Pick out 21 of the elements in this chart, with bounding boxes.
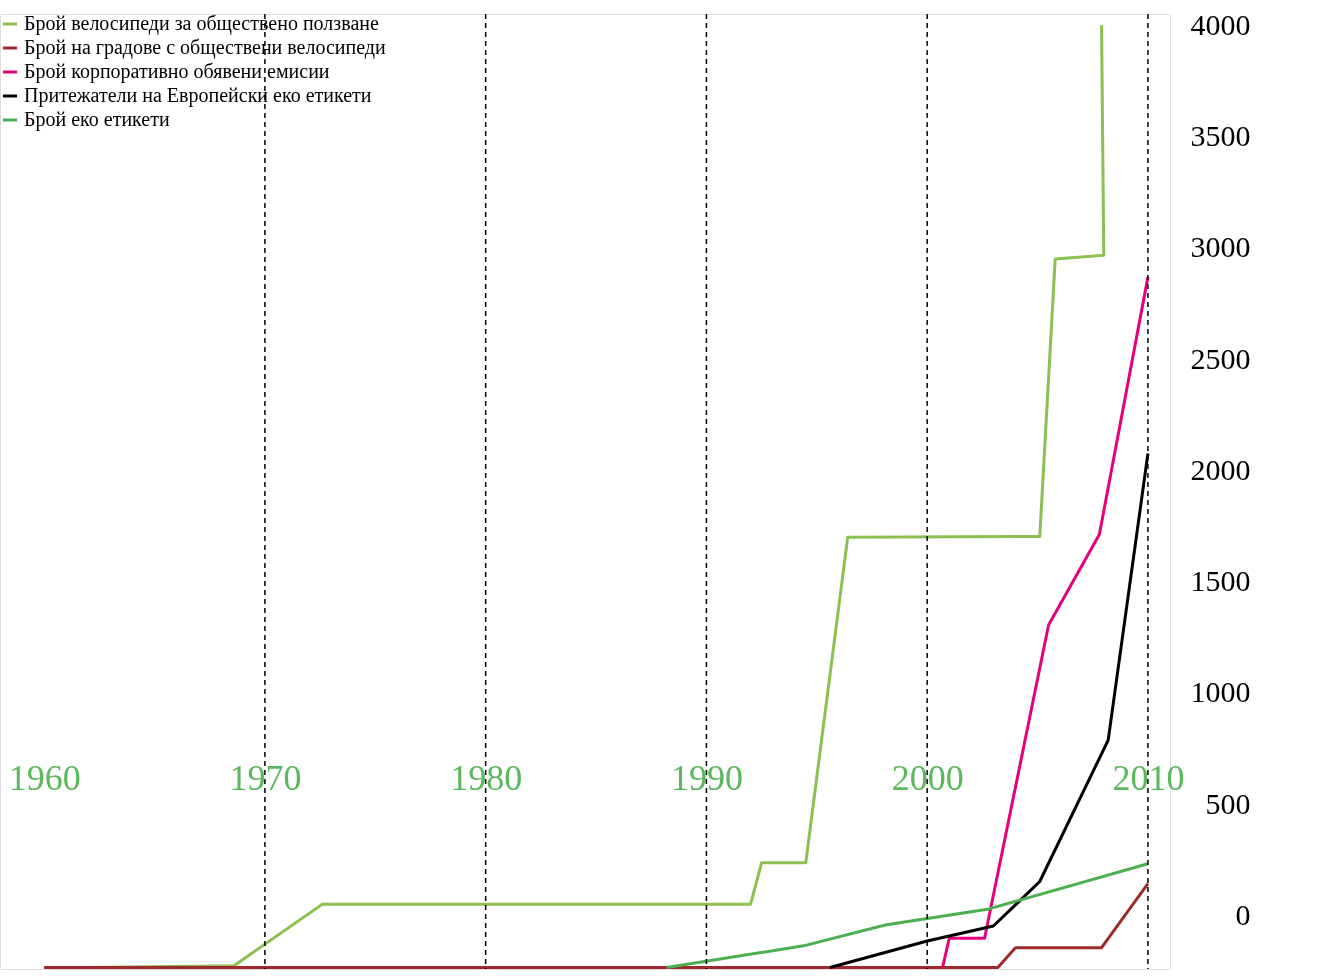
y-tick-label: 500 <box>1205 786 1251 820</box>
y-tick-label: 0 <box>1235 898 1251 932</box>
legend-label: Брой велосипеди за обществено ползване <box>24 12 379 35</box>
x-tick-label: 1990 <box>670 757 743 798</box>
x-tick-label: 1980 <box>450 757 523 798</box>
x-tick-label: 1960 <box>8 757 81 798</box>
y-tick-label: 4000 <box>1190 7 1251 41</box>
legend-label: Притежатели на Европейски еко етикети <box>24 84 372 107</box>
y-tick-label: 1500 <box>1190 564 1251 598</box>
legend-label: Брой еко етикети <box>24 108 170 131</box>
x-tick-label: 1970 <box>229 757 302 798</box>
legend-label: Брой корпоративно обявени емисии <box>24 60 330 83</box>
line-series <box>665 862 1150 969</box>
y-tick-label: 3000 <box>1190 230 1251 264</box>
y-tick-label: 2500 <box>1190 341 1251 375</box>
y-tick-label: 2000 <box>1190 452 1251 486</box>
y-tick-label: 1000 <box>1190 675 1251 709</box>
x-tick-label: 2000 <box>891 757 964 798</box>
x-tick-label: 2010 <box>1112 757 1185 798</box>
y-tick-label: 3500 <box>1190 118 1251 152</box>
legend-label: Брой на градове с обществени велосипеди <box>24 36 387 59</box>
